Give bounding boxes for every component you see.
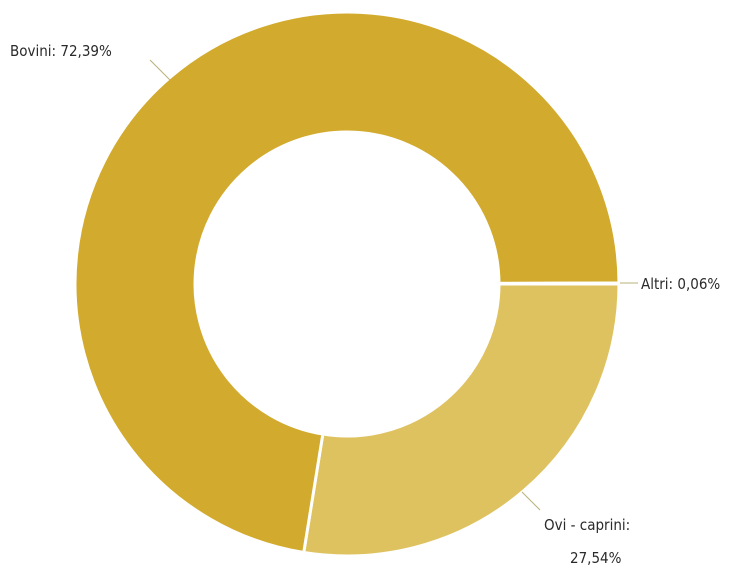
label-ovi-caprini-line2: 27,54% — [570, 549, 622, 567]
slice-ovi-caprini — [302, 282, 621, 558]
leader-ovi-caprini — [521, 491, 541, 511]
donut-slices — [73, 10, 621, 558]
leader-lines — [149, 59, 638, 511]
leader-bovini — [149, 59, 171, 81]
label-bovini: Bovini: 72,39% — [10, 42, 112, 60]
label-altri: Altri: 0,06% — [641, 275, 720, 293]
slice-bovini — [73, 10, 621, 555]
label-ovi-caprini-line1: Ovi - caprini: — [544, 516, 630, 534]
slice-altri — [497, 281, 621, 286]
